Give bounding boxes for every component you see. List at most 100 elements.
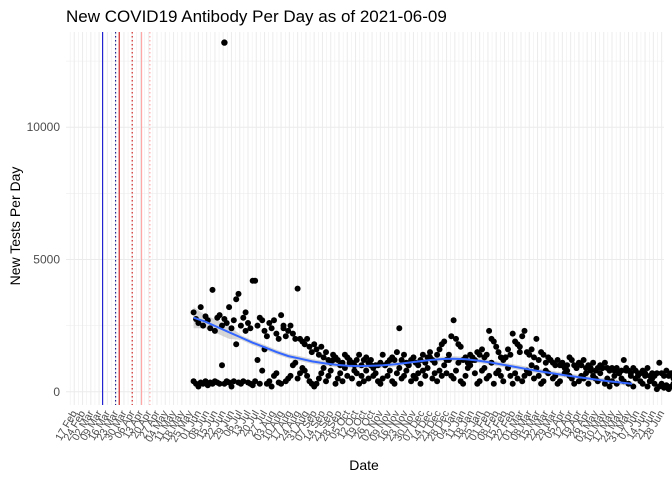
data-point <box>391 357 398 363</box>
data-point <box>356 380 363 387</box>
y-axis-title: New Tests Per Day <box>7 167 23 286</box>
data-point <box>240 378 247 385</box>
data-point <box>306 343 313 350</box>
data-point <box>325 372 332 379</box>
data-point <box>507 372 514 379</box>
data-point <box>627 372 634 379</box>
y-tick-label: 0 <box>53 385 60 399</box>
data-point <box>578 362 585 369</box>
data-point <box>228 383 235 390</box>
data-point <box>245 320 251 326</box>
data-point <box>521 327 528 334</box>
data-point <box>233 341 240 348</box>
data-point <box>398 357 405 363</box>
data-point <box>393 349 400 356</box>
data-point <box>564 367 571 374</box>
data-point <box>332 380 339 387</box>
data-point <box>462 372 469 379</box>
data-point <box>441 338 448 345</box>
data-point <box>552 362 559 369</box>
data-point <box>542 359 549 366</box>
data-point <box>533 335 540 342</box>
data-point <box>403 367 410 374</box>
data-point <box>358 372 365 379</box>
data-point <box>483 351 490 358</box>
data-point <box>495 367 502 374</box>
chart-title: New COVID19 Antibody Per Day as of 2021-… <box>66 7 447 26</box>
trend-band <box>193 307 633 387</box>
data-point <box>460 380 467 387</box>
data-point <box>427 354 433 361</box>
data-point <box>372 370 379 377</box>
data-point <box>268 325 275 332</box>
data-point <box>263 333 270 340</box>
data-point <box>237 322 244 329</box>
smooth-trend-line <box>193 316 633 385</box>
data-point <box>486 327 493 334</box>
data-point <box>254 322 261 329</box>
data-point <box>396 365 403 371</box>
data-point <box>424 365 431 371</box>
data-point <box>580 357 587 363</box>
data-point <box>431 370 438 377</box>
data-point <box>360 378 367 385</box>
data-point <box>273 330 280 337</box>
data-point <box>401 372 407 379</box>
data-point <box>280 322 287 329</box>
data-point <box>613 365 620 371</box>
data-point <box>349 375 355 382</box>
data-point <box>481 365 488 371</box>
data-point <box>367 357 374 363</box>
confidence-band <box>193 307 633 387</box>
data-point <box>230 317 237 324</box>
data-point <box>490 380 497 387</box>
data-point <box>365 375 372 382</box>
data-point <box>644 383 651 390</box>
data-point <box>408 378 415 385</box>
data-point <box>228 325 235 332</box>
data-point <box>273 370 280 377</box>
data-point <box>339 378 346 385</box>
data-point <box>434 351 441 358</box>
data-point <box>323 378 329 385</box>
data-point <box>285 327 292 334</box>
data-point <box>639 380 646 387</box>
data-point <box>528 362 535 369</box>
data-point <box>512 370 519 377</box>
data-point <box>233 296 240 303</box>
data-point <box>611 372 618 379</box>
data-point <box>606 383 613 390</box>
data-point <box>516 343 523 350</box>
data-point <box>457 343 464 350</box>
data-points <box>190 39 672 393</box>
data-point <box>311 341 318 348</box>
data-point <box>259 317 266 324</box>
data-point <box>471 370 478 377</box>
data-point <box>519 333 526 340</box>
data-point <box>339 359 346 366</box>
data-point <box>509 330 516 337</box>
data-point <box>200 322 207 329</box>
data-point <box>294 375 301 382</box>
data-point <box>247 325 254 332</box>
data-point <box>519 378 526 385</box>
data-point <box>441 362 448 369</box>
data-point <box>429 375 436 382</box>
data-point <box>490 338 497 345</box>
data-point <box>377 380 384 387</box>
data-point <box>540 378 547 385</box>
data-point <box>304 335 311 342</box>
data-point <box>292 335 299 342</box>
data-point <box>216 312 223 319</box>
data-point <box>495 349 502 356</box>
data-point <box>505 346 511 353</box>
data-point <box>467 362 474 369</box>
data-point <box>223 320 230 326</box>
data-point <box>195 320 202 326</box>
data-point <box>330 357 337 363</box>
data-point <box>313 346 320 353</box>
data-point <box>287 372 294 379</box>
x-axis-title: Date <box>349 457 379 473</box>
data-point <box>500 378 507 385</box>
